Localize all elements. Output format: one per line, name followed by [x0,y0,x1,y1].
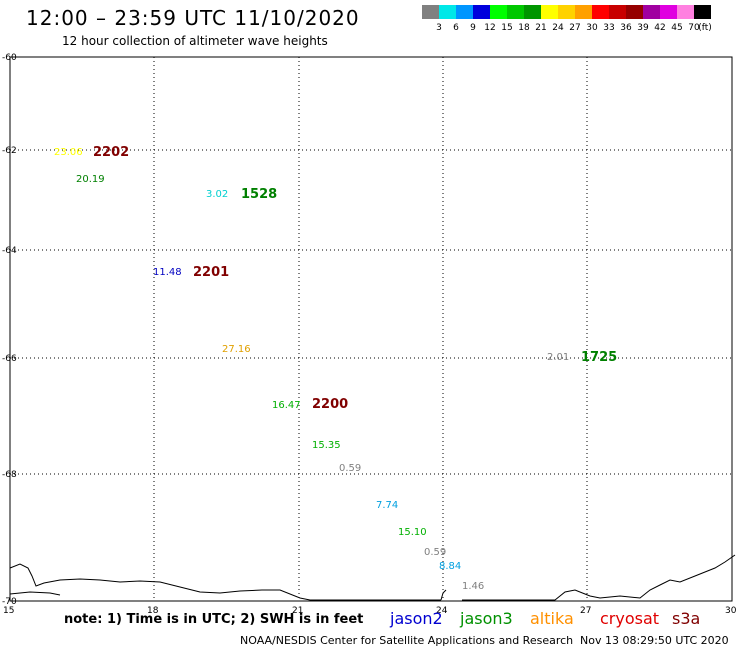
colorbar-swatch [575,5,592,19]
colorbar-swatch [694,5,711,19]
colorbar-swatch [456,5,473,19]
latitude-labels: -60 -62 -64 -66 -68 -70 [2,53,17,607]
longitude-labels: 15 18 21 24 27 30 [3,606,737,616]
colorbar-swatch [439,5,456,19]
colorbar-label: 39 [637,23,649,33]
map-subtitle: 12 hour collection of altimeter wave hei… [62,34,328,48]
mission-label-altika: altika [530,609,574,628]
observation-labels: 23.06 2202 20.19 3.02 1528 11.48 2201 27.16 2.01… [54,145,617,592]
latitude-label: -62 [2,146,17,156]
colorbar-swatch [643,5,660,19]
generation-timestamp: Nov 13 08:29:50 UTC 2020 [580,634,729,647]
wave-height-label: 0.59 [339,463,361,474]
longitude-label: 15 [3,606,14,616]
pass-time-label: 1528 [241,187,277,202]
wave-height-label: 16.47 [272,400,301,411]
colorbar-swatch [541,5,558,19]
colorbar-label: 45 [671,23,683,33]
wave-height-label: 27.16 [222,344,251,355]
latitude-label: -64 [2,246,17,256]
colorbar-label: 24 [552,23,564,33]
colorbar-label: 42 [654,23,666,33]
pass-time-label: 1725 [581,350,617,365]
wave-height-label: 20.19 [76,174,105,185]
coastline-fragment [9,591,61,596]
colorbar-swatch [660,5,677,19]
colorbar-swatch [507,5,524,19]
colorbar-label: (ft) [698,23,712,33]
longitude-label: 24 [436,606,448,616]
mission-label-s3a: s3a [672,609,701,628]
wave-height-label: 0.59 [424,547,446,558]
pass-time-label: 2201 [193,265,229,280]
graticule [10,57,732,601]
colorbar-label: 70 [688,23,700,33]
colorbar-label: 6 [453,23,459,33]
colorbar-swatch [490,5,507,19]
latitude-label: -70 [2,597,17,607]
map-title: 12:00 – 23:59 UTC 11/10/2020 [26,6,360,30]
wave-height-label: 8.84 [439,561,461,572]
wave-height-label: 23.06 [54,147,83,158]
longitude-label: 18 [147,606,159,616]
colorbar-swatch [558,5,575,19]
latitude-label: -66 [2,354,17,364]
latitude-label: -68 [2,470,17,480]
wave-height-label: 3.02 [206,189,228,200]
colorbar-label: 18 [518,23,530,33]
colorbar-label: 12 [484,23,496,33]
mission-label-cryosat: cryosat [600,609,660,628]
colorbar-swatch [677,5,694,19]
wave-height-label: 15.10 [398,527,427,538]
wave-height-label: 1.46 [462,581,484,592]
longitude-label: 21 [292,606,303,616]
colorbar-label: 27 [569,23,581,33]
longitude-label: 27 [580,606,591,616]
colorbar-swatch [626,5,643,19]
wave-height-label: 15.35 [312,440,341,451]
colorbar-label: 30 [586,23,598,33]
colorbar-label: 15 [501,23,513,33]
colorbar-swatch [592,5,609,19]
antarctic-coastline [9,554,736,601]
colorbar-label: 21 [535,23,547,33]
longitude-label: 30 [725,606,737,616]
colorbar-label: 33 [603,23,615,33]
colorbar-swatch [609,5,626,19]
mission-label-jason2: jason2 [390,609,443,628]
map-frame [9,56,733,602]
wave-height-label: 2.01 [547,352,569,363]
colorbar-label: 3 [436,23,442,33]
pass-time-label: 2200 [312,397,348,412]
colorbar-label: 36 [620,23,632,33]
colorbar-swatch [473,5,490,19]
colorbar-swatch [524,5,541,19]
colorbar-label: 9 [470,23,476,33]
credit-line: NOAA/NESDIS Center for Satellite Applica… [240,634,574,647]
wave-height-label: 7.74 [376,500,398,511]
latitude-label: -60 [2,53,17,63]
footnote: note: 1) Time is in UTC; 2) SWH is in fe… [64,612,364,627]
mission-label-jason3: jason3 [460,609,513,628]
colorbar-swatch [422,5,439,19]
pass-time-label: 2202 [93,145,129,160]
wave-height-label: 11.48 [153,267,182,278]
